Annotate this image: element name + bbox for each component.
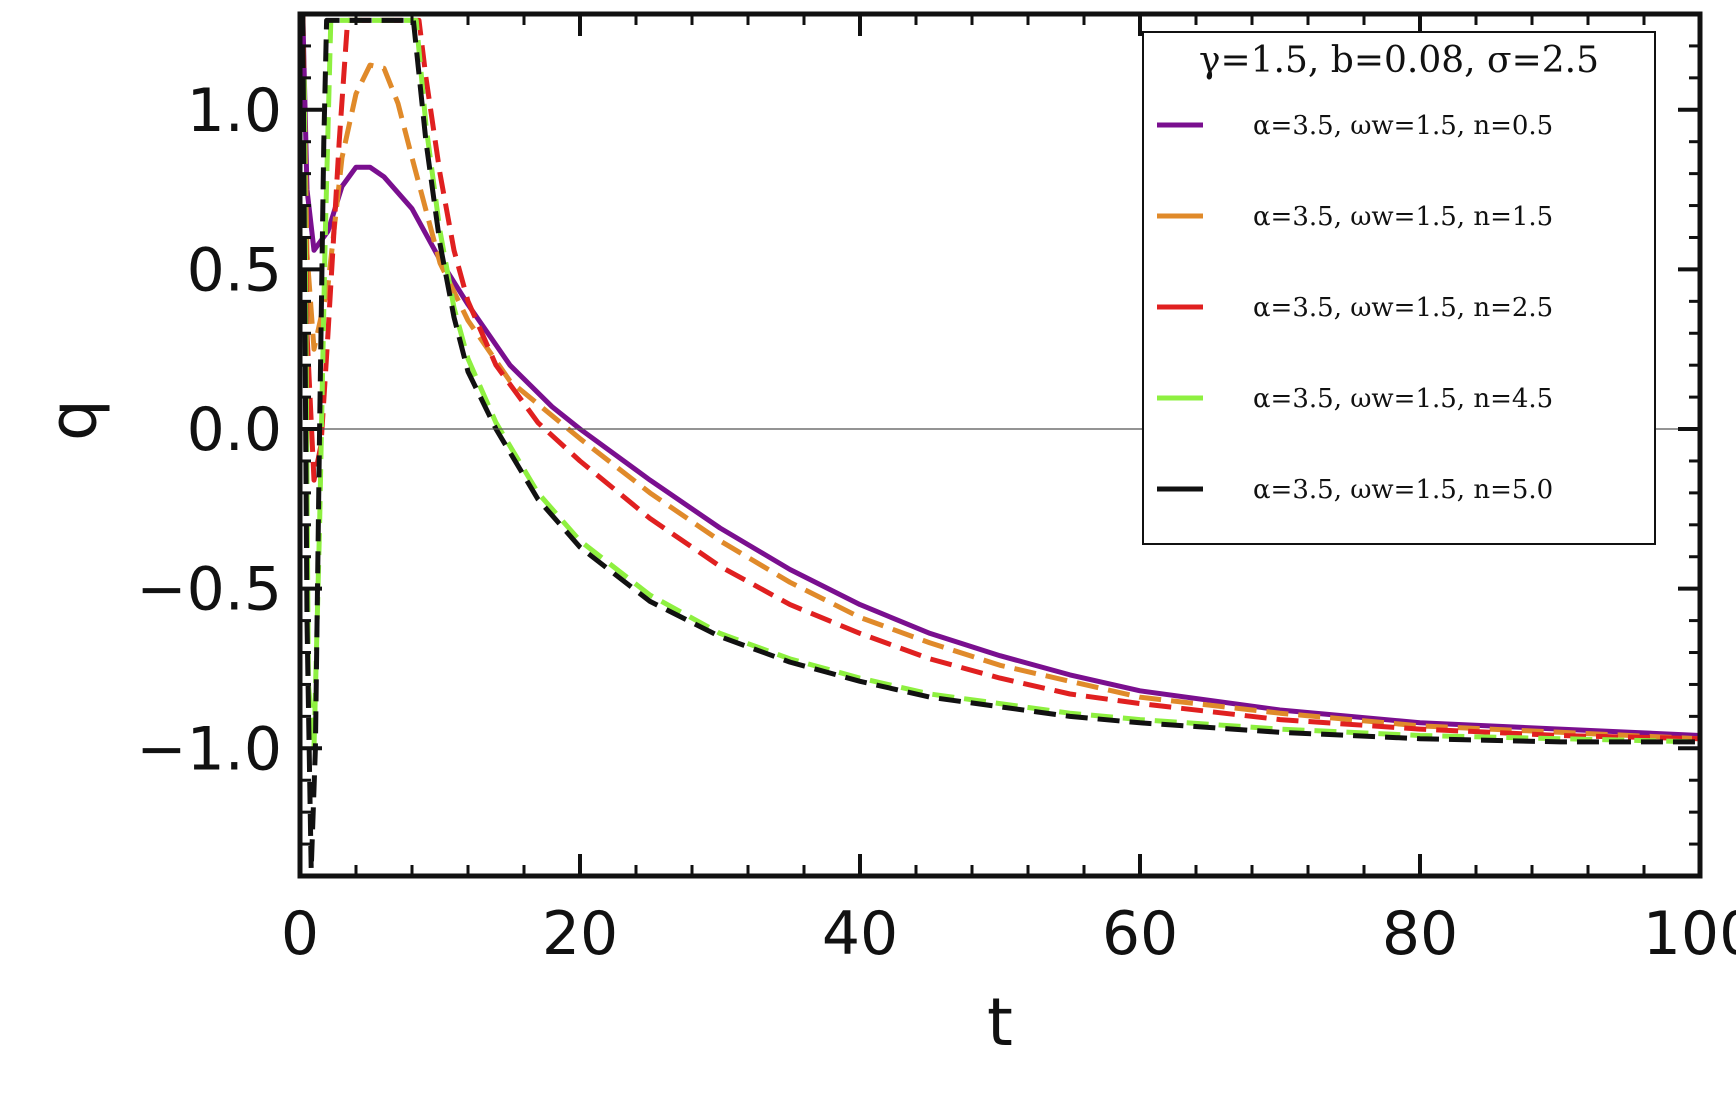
plot-frame (297, 11, 1703, 879)
y-tick-label: 0.5 (187, 235, 282, 305)
legend-label-4: α=3.5, ωw=1.5, n=4.5 (1253, 384, 1553, 414)
x-tick-label: 40 (822, 899, 898, 969)
x-tick-label: 60 (1102, 899, 1178, 969)
y-tick-label: −1.0 (136, 714, 282, 784)
legend: γ=1.5, b=0.08, σ=2.5 α=3.5, ωw=1.5, n=0.… (1142, 31, 1656, 545)
legend-entries: α=3.5, ωw=1.5, n=0.5 α=3.5, ωw=1.5, n=1.5… (1157, 111, 1553, 505)
series-line-4 (301, 17, 1700, 751)
y-tick-label: 0.0 (187, 395, 282, 465)
tick-layer (298, 12, 1702, 878)
x-tick-label: 20 (542, 899, 618, 969)
series-line-5 (300, 14, 1700, 873)
legend-label-2: α=3.5, ωw=1.5, n=1.5 (1253, 202, 1553, 232)
legend-title: γ=1.5, b=0.08, σ=2.5 (1199, 40, 1599, 81)
series-line-2 (300, 14, 1700, 742)
legend-label-5: α=3.5, ωw=1.5, n=5.0 (1253, 475, 1553, 505)
legend-box (1142, 31, 1656, 545)
x-tick-label: 80 (1382, 899, 1458, 969)
x-tick-label: 0 (281, 899, 319, 969)
y-axis-title: q (35, 399, 112, 441)
series-layer (300, 14, 1700, 873)
x-tick-label: 100 (1643, 899, 1736, 969)
legend-label-1: α=3.5, ωw=1.5, n=0.5 (1253, 111, 1553, 141)
legend-label-3: α=3.5, ωw=1.5, n=2.5 (1253, 293, 1553, 323)
x-axis-title: t (987, 984, 1013, 1061)
series-line-1 (300, 14, 1700, 738)
y-tick-label: 1.0 (187, 76, 282, 146)
y-tick-label: −0.5 (136, 555, 282, 625)
series-line-3 (300, 14, 1700, 742)
tick-label-layer: 0 20 40 60 80 100 1.0 0.5 0.0 −0.5 −1.0 (136, 76, 1736, 969)
